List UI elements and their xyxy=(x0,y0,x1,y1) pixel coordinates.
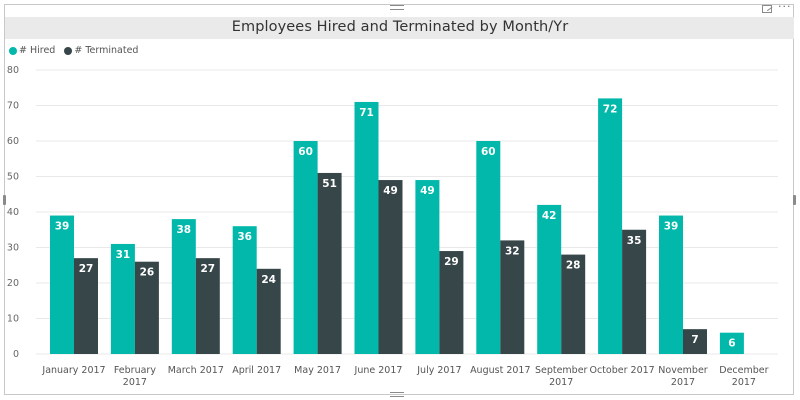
x-tick-label: June 2017 xyxy=(354,365,403,376)
x-tick-label: July 2017 xyxy=(416,365,461,376)
title-bar xyxy=(5,17,794,39)
data-label-hired: 31 xyxy=(116,249,131,261)
y-tick-label: 0 xyxy=(13,349,19,360)
data-label-terminated: 27 xyxy=(79,263,94,275)
data-label-terminated: 35 xyxy=(627,235,642,247)
x-tick-label: January 2017 xyxy=(41,365,105,376)
x-tick-label: May 2017 xyxy=(294,365,341,376)
bar-terminated xyxy=(74,258,98,354)
y-tick-label: 60 xyxy=(7,136,19,147)
y-tick-label: 10 xyxy=(7,314,19,325)
bar-terminated xyxy=(622,229,647,354)
data-label-terminated: 24 xyxy=(261,274,276,286)
resize-handle-left[interactable] xyxy=(3,195,6,205)
x-tick-label: 2017 xyxy=(671,377,695,388)
bar-hired xyxy=(50,215,74,354)
bar-hired xyxy=(110,243,135,354)
focus-mode-icon[interactable] xyxy=(762,5,772,13)
data-label-terminated: 26 xyxy=(140,267,155,279)
bar-terminated xyxy=(134,261,159,354)
bar-hired xyxy=(476,141,501,354)
data-label-terminated: 7 xyxy=(691,334,698,346)
bar-terminated xyxy=(683,329,707,354)
y-tick-label: 30 xyxy=(7,243,19,254)
y-tick-label: 50 xyxy=(7,172,19,183)
legend-label-terminated: # Terminated xyxy=(74,45,139,56)
x-tick-label: November xyxy=(658,365,708,376)
legend-marker-hired xyxy=(9,46,17,55)
bar-hired xyxy=(537,204,562,354)
bar-hired xyxy=(293,141,318,354)
x-tick-label: October 2017 xyxy=(589,365,654,376)
x-tick-label: 2017 xyxy=(123,377,147,388)
bar-hired xyxy=(719,332,744,354)
data-label-hired: 6 xyxy=(728,338,735,350)
x-tick-label: February xyxy=(114,365,156,376)
y-tick-label: 20 xyxy=(7,278,19,289)
data-label-hired: 39 xyxy=(664,221,679,233)
data-label-terminated: 27 xyxy=(200,263,215,275)
bar-hired xyxy=(232,226,257,354)
x-tick-label: April 2017 xyxy=(232,365,281,376)
data-label-hired: 42 xyxy=(542,210,557,222)
bar-hired xyxy=(171,219,196,354)
bar-terminated xyxy=(378,180,403,354)
x-tick-label: September xyxy=(535,365,588,376)
bar-terminated xyxy=(439,251,464,354)
x-tick-label: March 2017 xyxy=(168,365,224,376)
legend: # Hired # Terminated xyxy=(9,45,144,58)
bar-terminated xyxy=(317,172,342,354)
data-label-terminated: 29 xyxy=(444,256,459,268)
x-tick-label: 2017 xyxy=(549,377,573,388)
bar-hired xyxy=(354,101,379,354)
data-label-hired: 39 xyxy=(55,221,70,233)
data-label-hired: 60 xyxy=(481,146,496,158)
chart-title: Employees Hired and Terminated by Month/… xyxy=(231,19,569,35)
y-tick-label: 70 xyxy=(7,101,19,112)
legend-item-terminated[interactable]: # Terminated xyxy=(64,45,138,56)
data-label-hired: 71 xyxy=(359,107,374,119)
bar-hired xyxy=(598,98,623,355)
y-tick-label: 40 xyxy=(7,207,19,218)
bar-terminated xyxy=(256,268,281,354)
bar-terminated xyxy=(561,254,586,354)
data-label-hired: 72 xyxy=(603,103,618,115)
more-options-icon[interactable]: ··· xyxy=(778,0,792,13)
x-tick-label: August 2017 xyxy=(470,365,530,376)
data-label-hired: 60 xyxy=(298,146,313,158)
legend-item-hired[interactable]: # Hired xyxy=(9,45,55,56)
x-tick-label: 2017 xyxy=(732,377,756,388)
data-label-terminated: 49 xyxy=(383,185,398,197)
data-label-hired: 49 xyxy=(420,185,435,197)
bar-terminated xyxy=(500,240,525,354)
data-label-terminated: 51 xyxy=(322,178,337,190)
legend-marker-terminated xyxy=(64,46,73,55)
bar-terminated xyxy=(195,258,220,354)
x-tick-label: December xyxy=(719,365,768,376)
legend-label-hired: # Hired xyxy=(19,45,56,56)
bar-hired xyxy=(415,180,440,354)
y-tick-label: 80 xyxy=(7,65,19,76)
data-label-terminated: 28 xyxy=(566,260,581,272)
data-label-hired: 36 xyxy=(237,231,252,243)
data-label-terminated: 32 xyxy=(505,245,520,257)
data-label-hired: 38 xyxy=(176,224,191,236)
resize-handle-right[interactable] xyxy=(793,195,796,205)
drag-handle-bottom[interactable] xyxy=(390,392,404,397)
bar-hired xyxy=(659,215,683,354)
drag-handle-top[interactable] xyxy=(390,5,404,10)
